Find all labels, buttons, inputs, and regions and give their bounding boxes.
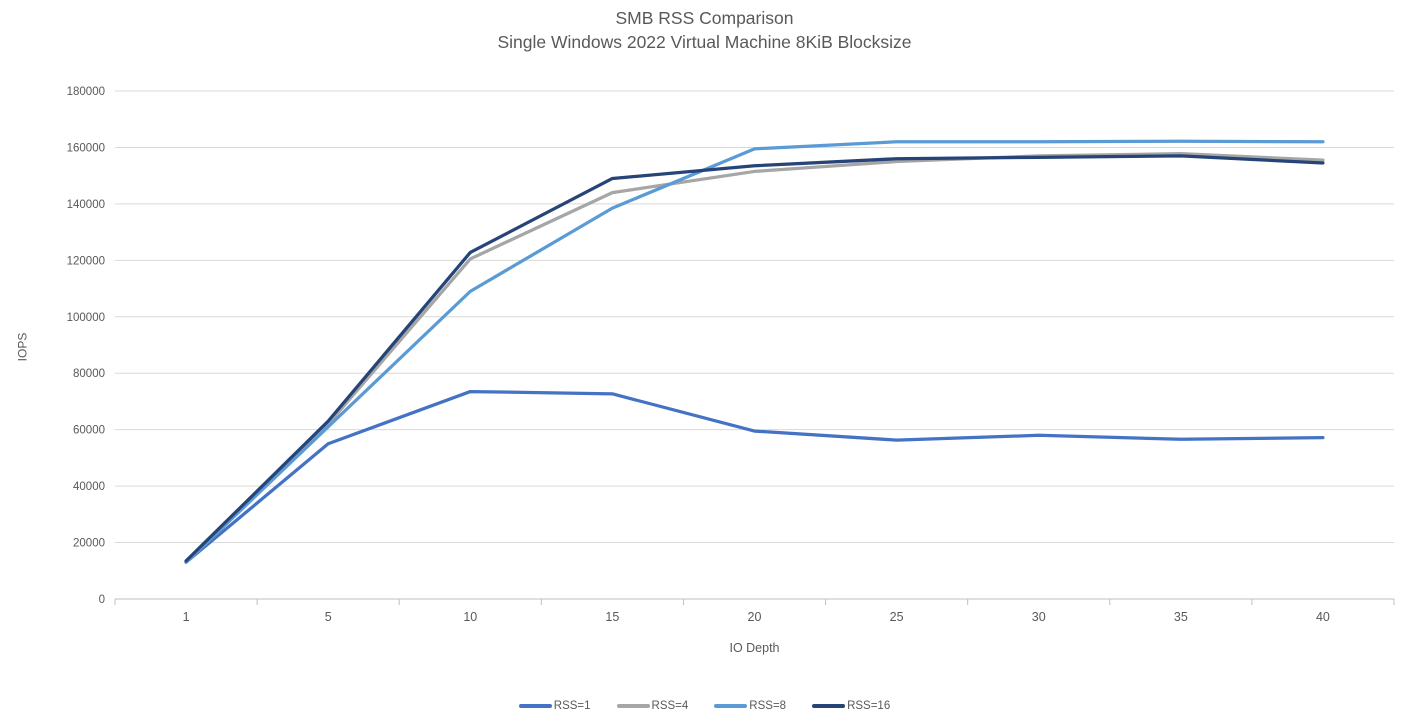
x-tick-label: 35 — [1174, 610, 1188, 624]
chart-title: SMB RSS Comparison Single Windows 2022 V… — [0, 6, 1409, 54]
x-tick-label: 1 — [183, 610, 190, 624]
x-tick-label: 25 — [890, 610, 904, 624]
y-tick-label: 140000 — [67, 199, 105, 211]
legend-label: RSS=1 — [553, 700, 591, 712]
x-tick-label: 5 — [325, 610, 332, 624]
y-tick-label: 40000 — [73, 481, 105, 493]
y-tick-label: 120000 — [67, 255, 105, 267]
legend-swatch-icon — [812, 704, 846, 708]
y-tick-label: 80000 — [73, 368, 105, 380]
legend-item-RSS=4: RSS=4 — [616, 700, 689, 712]
legend-swatch-icon — [518, 704, 552, 708]
y-tick-label: 180000 — [67, 86, 105, 98]
y-tick-label: 20000 — [73, 538, 105, 550]
y-tick-label: 0 — [99, 594, 105, 606]
chart-title-line2: Single Windows 2022 Virtual Machine 8KiB… — [497, 32, 912, 52]
series-line-RSS=16 — [184, 154, 1325, 563]
legend-label: RSS=8 — [749, 700, 787, 712]
legend-label: RSS=16 — [847, 700, 891, 712]
y-tick-label: 160000 — [67, 142, 105, 154]
x-tick-label: 15 — [605, 610, 619, 624]
chart-legend: RSS=1 RSS=4 RSS=8 RSS=16 — [0, 700, 1409, 712]
x-tick-label: 40 — [1316, 610, 1330, 624]
legend-label: RSS=4 — [651, 700, 689, 712]
series-line-RSS=8 — [184, 139, 1325, 564]
y-tick-label: 60000 — [73, 425, 105, 437]
legend-swatch-icon — [714, 704, 748, 708]
y-axis-title: IOPS — [15, 332, 30, 362]
x-tick-label: 10 — [463, 610, 477, 624]
chart-title-line1: SMB RSS Comparison — [615, 8, 794, 28]
legend-swatch-icon — [616, 704, 650, 708]
x-tick-label: 30 — [1032, 610, 1046, 624]
legend-item-RSS=16: RSS=16 — [812, 700, 890, 712]
legend-item-RSS=1: RSS=1 — [518, 700, 591, 712]
series-line-RSS=1 — [184, 389, 1325, 564]
x-tick-label: 20 — [748, 610, 762, 624]
y-tick-label: 100000 — [67, 312, 105, 324]
legend-item-RSS=8: RSS=8 — [714, 700, 786, 712]
x-axis-title: IO Depth — [729, 641, 780, 655]
series-line-RSS=4 — [184, 152, 1325, 564]
